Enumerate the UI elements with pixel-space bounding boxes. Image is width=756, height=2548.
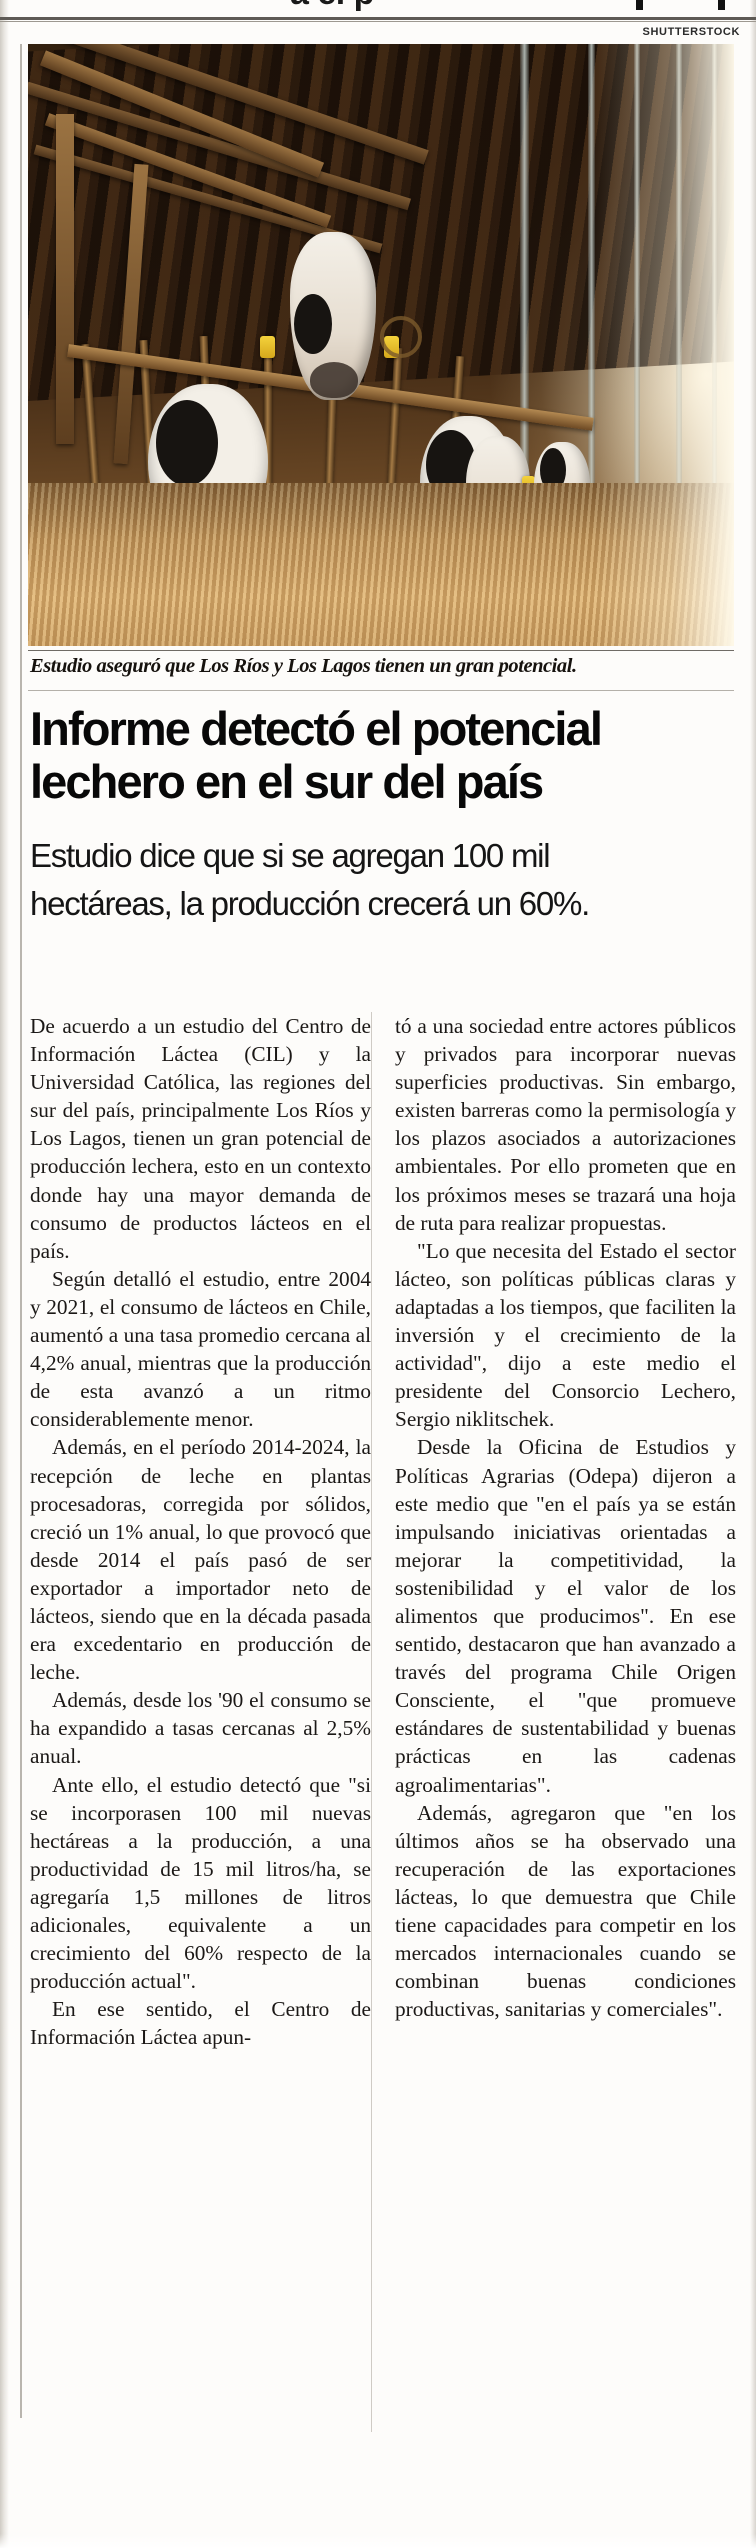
body-column-left: De acuerdo a un estudio del Centro de In…: [30, 1012, 371, 2540]
wood-post-vert-1: [56, 114, 74, 444]
headline-line-2: lechero en el sur del país: [30, 755, 544, 808]
body-paragraph: Además, en el período 2014-2024, la rece…: [30, 1435, 371, 1685]
body-paragraph: De acuerdo a un estudio del Centro de In…: [30, 1014, 371, 1263]
article-photo: [28, 44, 734, 646]
top-rule: [0, 17, 756, 20]
masthead-tick-1: [636, 0, 643, 10]
photo-caption: Estudio aseguró que Los Ríos y Los Lagos…: [30, 655, 577, 677]
subhead-line-2: hectáreas, la producción crecerá un 60%.: [30, 885, 590, 922]
cropped-headline-text: a el p: [290, 0, 374, 13]
body-paragraph: Según detalló el estudio, entre 2004 y 2…: [30, 1266, 371, 1432]
article-subhead: Estudio dice que si se agregan 100 mil h…: [30, 832, 736, 928]
cow-patch-1: [156, 400, 218, 486]
scan-right-edge: [750, 0, 756, 2548]
ear-tag-left: [260, 336, 275, 358]
article-headline: Informe detectó el potencial lechero en …: [30, 702, 736, 808]
cropped-upper-headline: a el p: [0, 0, 756, 16]
body-column-right: tó a una sociedad entre actores públicos…: [395, 1012, 736, 2540]
photo-credit: SHUTTERSTOCK: [642, 26, 740, 38]
barn-post-2: [588, 44, 595, 646]
article-body: De acuerdo a un estudio del Centro de In…: [30, 1012, 736, 2540]
headline-line-1: Informe detectó el potencial: [30, 702, 603, 755]
cow-head-patch-center: [294, 294, 332, 354]
cow-muzzle-center: [310, 362, 358, 398]
scan-left-edge: [0, 0, 9, 2548]
column-divider: [371, 1012, 372, 2432]
caption-bottom-rule: [28, 690, 734, 691]
body-paragraph: Desde la Oficina de Estudios y Políticas…: [395, 1435, 736, 1797]
page-bottom-fade: [0, 2534, 756, 2548]
masthead-tick-2: [718, 0, 725, 10]
photo-scene: [28, 44, 734, 646]
body-paragraph: Ante ello, el estudio detectó que "si se…: [30, 1772, 371, 1994]
caption-top-rule: [28, 650, 734, 651]
neck-hoop: [380, 316, 422, 358]
subhead-line-1: Estudio dice que si se agregan 100 mil: [30, 837, 551, 874]
left-column-rule: [20, 44, 22, 2418]
body-paragraph: tó a una sociedad entre actores públicos…: [395, 1014, 736, 1235]
body-paragraph: Además, agregaron que "en los últimos añ…: [395, 1800, 736, 2022]
barn-post-1: [520, 44, 529, 646]
body-paragraph: En ese sentido, el Centro de Información…: [30, 1997, 371, 2050]
photo-light-glow: [592, 44, 734, 646]
body-paragraph: "Lo que necesita del Estado el sector lá…: [395, 1238, 736, 1432]
body-paragraph: Además, desde los '90 el consumo se ha e…: [30, 1688, 371, 1769]
fence-bar-4: [264, 336, 272, 588]
top-rule-hairline: [0, 21, 756, 22]
